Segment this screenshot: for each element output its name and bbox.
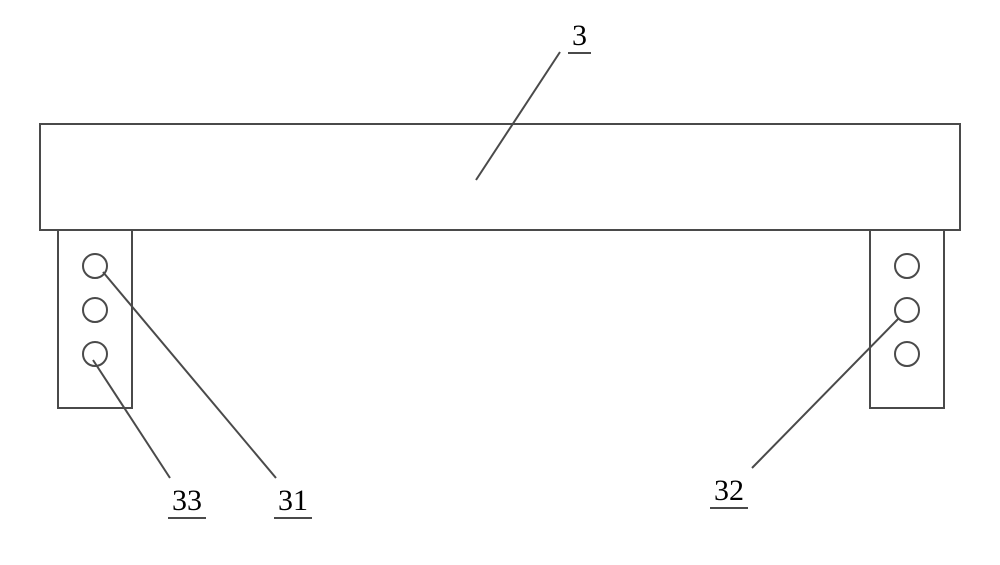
right-tab-hole-2: [895, 342, 919, 366]
leader-31: [103, 272, 276, 478]
leader-3: [476, 52, 560, 180]
label-33: 33: [168, 484, 206, 518]
right-tab: [870, 230, 944, 408]
left-tab: [58, 230, 132, 408]
label-33-text: 33: [172, 484, 202, 517]
right-tab-hole-0: [895, 254, 919, 278]
label-32: 32: [710, 474, 748, 508]
beam: [40, 124, 960, 230]
label-32-text: 32: [714, 474, 744, 507]
label-3: 3: [568, 19, 591, 53]
left-tab-hole-1: [83, 298, 107, 322]
leader-32: [752, 318, 899, 468]
left-tab-hole-0: [83, 254, 107, 278]
label-3-text: 3: [572, 19, 587, 52]
label-31: 31: [274, 484, 312, 518]
label-31-text: 31: [278, 484, 308, 517]
